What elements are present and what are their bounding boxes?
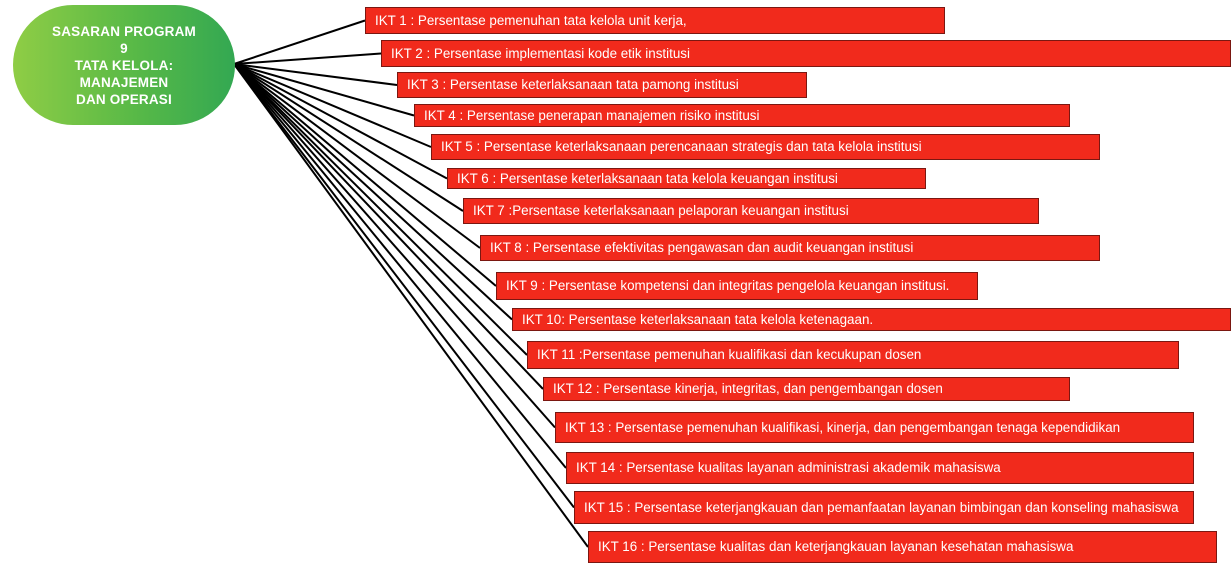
ikt-item-11: IKT 11 :Persentase pemenuhan kualifikasi… (527, 341, 1179, 369)
connector-line-11 (233, 63, 528, 356)
ikt-item-9: IKT 9 : Persentase kompetensi dan integr… (496, 272, 978, 300)
connector-line-10 (233, 63, 513, 321)
ikt-item-12: IKT 12 : Persentase kinerja, integritas,… (543, 377, 1070, 401)
connector-line-5 (233, 63, 432, 148)
ikt-item-2: IKT 2 : Persentase implementasi kode eti… (381, 40, 1231, 67)
ikt-item-3: IKT 3 : Persentase keterlaksanaan tata p… (397, 72, 807, 98)
program-target-line: DAN OPERASI (76, 91, 172, 107)
program-target-node: SASARAN PROGRAM 9 TATA KELOLA: MANAJEMEN… (13, 5, 235, 125)
connector-line-2 (233, 52, 382, 65)
connector-line-8 (233, 63, 481, 249)
program-target-line: TATA KELOLA: (74, 57, 174, 73)
connector-line-14 (233, 63, 567, 469)
ikt-item-5: IKT 5 : Persentase keterlaksanaan perenc… (431, 134, 1100, 160)
ikt-item-6: IKT 6 : Persentase keterlaksanaan tata k… (447, 168, 926, 189)
ikt-item-10: IKT 10: Persentase keterlaksanaan tata k… (512, 308, 1231, 331)
connector-line-16 (233, 63, 589, 548)
connector-line-15 (233, 63, 575, 509)
ikt-item-7: IKT 7 :Persentase keterlaksanaan pelapor… (463, 198, 1039, 224)
ikt-item-16: IKT 16 : Persentase kualitas dan keterja… (588, 531, 1217, 563)
connector-line-3 (233, 63, 398, 86)
program-target-line: MANAJEMEN (79, 74, 169, 90)
connector-line-6 (233, 63, 448, 180)
connector-line-4 (233, 63, 415, 117)
connector-line-1 (233, 19, 366, 65)
ikt-item-14: IKT 14 : Persentase kualitas layanan adm… (566, 452, 1194, 484)
ikt-item-8: IKT 8 : Persentase efektivitas pengawasa… (480, 235, 1100, 261)
ikt-item-1: IKT 1 : Persentase pemenuhan tata kelola… (365, 7, 945, 34)
ikt-item-15: IKT 15 : Persentase keterjangkauan dan p… (574, 491, 1194, 524)
program-target-line: 9 (120, 40, 128, 56)
connector-line-12 (233, 63, 544, 390)
ikt-item-13: IKT 13 : Persentase pemenuhan kualifikas… (555, 412, 1194, 443)
connector-line-13 (233, 63, 556, 429)
ikt-item-4: IKT 4 : Persentase penerapan manajemen r… (414, 104, 1070, 127)
program-target-line: SASARAN PROGRAM (51, 23, 196, 39)
connector-line-9 (233, 63, 497, 287)
connector-line-7 (233, 63, 464, 212)
program-target-title: SASARAN PROGRAM 9 TATA KELOLA: MANAJEMEN… (52, 23, 196, 108)
